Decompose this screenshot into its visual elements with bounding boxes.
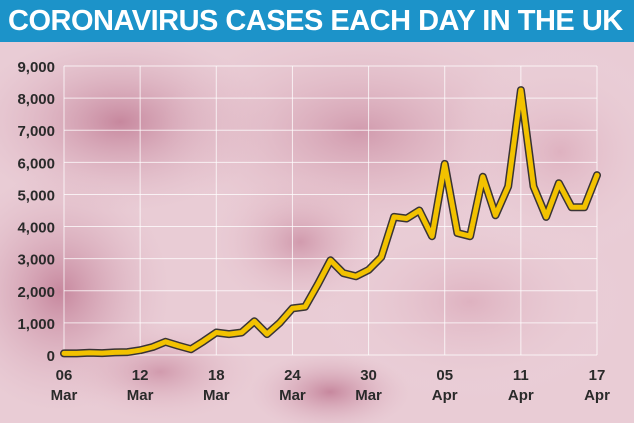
x-tick-day: 17 bbox=[589, 367, 606, 384]
x-tick-day: 06 bbox=[56, 367, 73, 384]
background-image bbox=[0, 22, 634, 423]
y-tick-label: 3,000 bbox=[17, 252, 55, 269]
data-point bbox=[315, 282, 320, 287]
x-tick-month: Apr bbox=[584, 387, 610, 404]
y-tick-label: 5,000 bbox=[17, 187, 55, 204]
data-point bbox=[265, 332, 270, 337]
data-point bbox=[493, 213, 498, 218]
data-point bbox=[544, 214, 549, 219]
x-tick-day: 12 bbox=[132, 367, 149, 384]
series-line bbox=[61, 87, 600, 356]
data-point bbox=[341, 271, 346, 276]
x-axis-ticks: 06 Mar 12 Mar 18 Mar 24 Mar 30 Mar 05 Apr 11 Apr 17 Apr bbox=[51, 367, 610, 404]
y-tick-label: 4,000 bbox=[17, 220, 55, 237]
x-tick-day: 24 bbox=[284, 367, 301, 384]
data-point bbox=[480, 174, 485, 179]
data-point bbox=[556, 181, 561, 186]
data-point bbox=[150, 344, 155, 349]
data-point bbox=[100, 351, 105, 356]
data-point bbox=[569, 205, 574, 210]
data-point bbox=[163, 339, 168, 344]
data-point bbox=[188, 347, 193, 352]
data-point bbox=[442, 161, 447, 166]
y-tick-label: 7,000 bbox=[17, 123, 55, 140]
x-tick-day: 05 bbox=[436, 367, 453, 384]
data-point bbox=[328, 258, 333, 263]
data-point bbox=[74, 351, 79, 356]
data-point bbox=[595, 173, 600, 178]
data-point bbox=[62, 351, 67, 356]
y-tick-label: 0 bbox=[47, 348, 55, 365]
data-point bbox=[87, 350, 92, 355]
data-point bbox=[404, 216, 409, 221]
title-bar: CORONAVIRUS CASES EACH DAY IN THE UK bbox=[0, 0, 634, 42]
x-tick-month: Mar bbox=[279, 387, 306, 404]
data-point bbox=[252, 319, 257, 324]
data-point bbox=[366, 267, 371, 272]
data-point bbox=[303, 304, 308, 309]
x-tick-month: Mar bbox=[355, 387, 382, 404]
data-point bbox=[582, 205, 587, 210]
data-point bbox=[277, 320, 282, 325]
data-point bbox=[391, 214, 396, 219]
y-tick-label: 9,000 bbox=[17, 59, 55, 76]
data-point bbox=[468, 234, 473, 239]
y-tick-label: 1,000 bbox=[17, 316, 55, 333]
chart-area: 0 1,000 2,000 3,000 4,000 5,000 6,000 7,000 8,00… bbox=[0, 22, 634, 423]
y-tick-label: 8,000 bbox=[17, 91, 55, 108]
x-tick-month: Mar bbox=[127, 387, 154, 404]
x-tick-month: Mar bbox=[203, 387, 230, 404]
data-point bbox=[430, 234, 435, 239]
y-tick-label: 6,000 bbox=[17, 155, 55, 172]
y-tick-label: 2,000 bbox=[17, 284, 55, 301]
data-point bbox=[201, 339, 206, 344]
data-point bbox=[214, 330, 219, 335]
x-tick-month: Apr bbox=[508, 387, 534, 404]
data-point bbox=[531, 184, 536, 189]
data-point bbox=[417, 208, 422, 213]
data-point bbox=[176, 343, 181, 348]
x-tick-day: 30 bbox=[360, 367, 377, 384]
data-point bbox=[112, 350, 117, 355]
x-tick-day: 18 bbox=[208, 367, 225, 384]
data-point bbox=[290, 306, 295, 311]
data-point bbox=[353, 274, 358, 279]
data-point bbox=[379, 255, 384, 260]
data-point bbox=[138, 348, 143, 353]
data-point bbox=[518, 88, 523, 93]
data-point bbox=[506, 184, 511, 189]
data-point bbox=[455, 230, 460, 235]
series-cases bbox=[60, 86, 601, 358]
y-axis-ticks: 0 1,000 2,000 3,000 4,000 5,000 6,000 7,000 8,00… bbox=[17, 59, 55, 365]
x-tick-month: Apr bbox=[432, 387, 458, 404]
line-chart: 0 1,000 2,000 3,000 4,000 5,000 6,000 7,000 8,00… bbox=[0, 22, 634, 423]
data-point bbox=[226, 332, 231, 337]
x-tick-month: Mar bbox=[51, 387, 78, 404]
chart-title: CORONAVIRUS CASES EACH DAY IN THE UK bbox=[8, 5, 623, 37]
data-point bbox=[239, 330, 244, 335]
x-tick-day: 11 bbox=[513, 367, 529, 384]
data-point bbox=[125, 350, 130, 355]
